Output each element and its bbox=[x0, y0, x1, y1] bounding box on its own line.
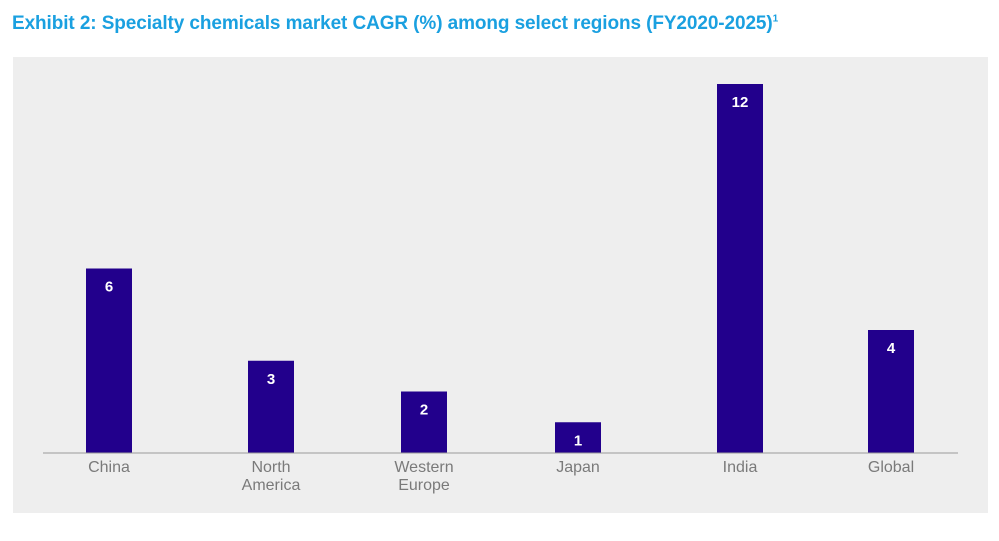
data-label-5: 4 bbox=[887, 340, 896, 357]
data-label-2: 2 bbox=[420, 402, 428, 419]
bar-5 bbox=[868, 330, 914, 453]
data-label-3: 1 bbox=[574, 432, 582, 449]
title-footnote-marker: 1 bbox=[772, 13, 779, 25]
data-label-1: 3 bbox=[267, 371, 275, 388]
bar-1 bbox=[248, 360, 294, 453]
data-label-0: 6 bbox=[105, 279, 113, 296]
chart-panel: 6 3 2 1 12 4 China North America Western Europe Jap… bbox=[13, 57, 988, 513]
chart-title: Exhibit 2: Specialty chemicals market CA… bbox=[12, 13, 778, 35]
data-label-4: 12 bbox=[732, 94, 749, 111]
category-label-5: Global bbox=[868, 459, 914, 476]
category-label-4: India bbox=[723, 459, 758, 476]
bar-3 bbox=[555, 422, 601, 453]
bar-4 bbox=[717, 84, 763, 453]
category-label-1: North America bbox=[242, 459, 301, 494]
bar-0 bbox=[86, 268, 132, 453]
category-label-3: Japan bbox=[556, 459, 600, 476]
category-label-2: Western Europe bbox=[394, 459, 453, 494]
bar-2 bbox=[401, 391, 447, 453]
bar-chart: 6 3 2 1 12 4 China North America Western Europe Jap… bbox=[43, 84, 958, 494]
chart-title-text: Exhibit 2: Specialty chemicals market CA… bbox=[12, 13, 773, 34]
category-label-0: China bbox=[88, 459, 130, 476]
